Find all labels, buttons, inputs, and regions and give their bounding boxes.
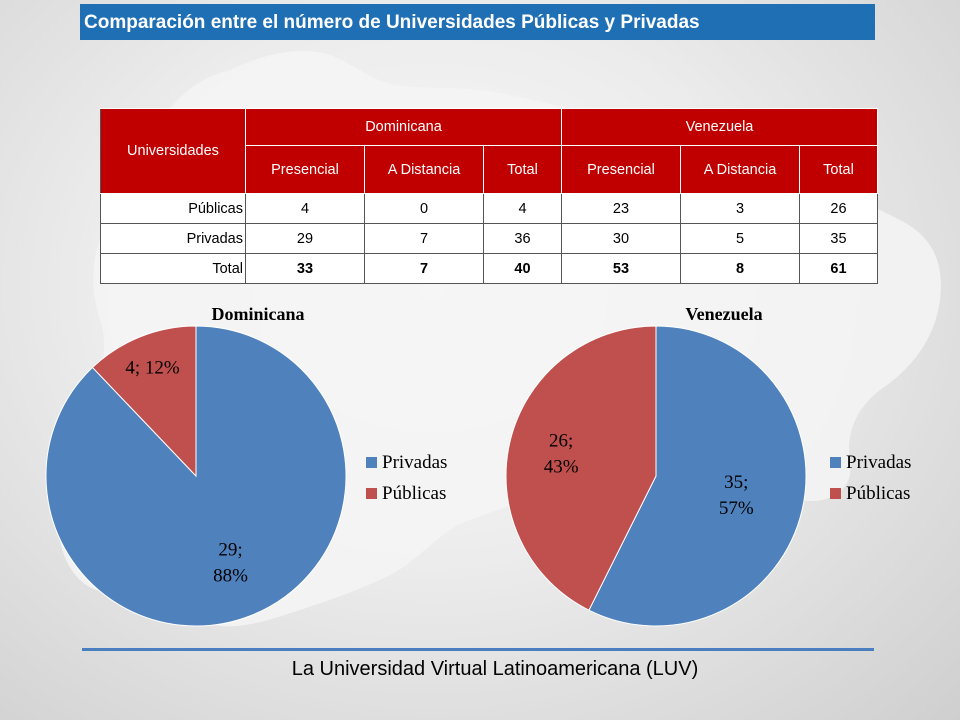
data-label: 26; 43%: [544, 431, 579, 478]
data-label: 29; 88%: [213, 539, 248, 586]
pie-slice-privadas: [588, 325, 807, 627]
footer-divider: [82, 648, 874, 651]
subheader-presencial-ve: Presencial: [561, 145, 681, 194]
legend-item-publicas: Públicas: [830, 478, 911, 509]
slide-title: Comparación entre el número de Universid…: [80, 4, 875, 40]
table-cell: 30: [561, 223, 681, 254]
legend-swatch-privadas: [830, 457, 841, 468]
legend-swatch-privadas: [366, 457, 377, 468]
legend-label: Privadas: [382, 451, 448, 473]
row-label: Total: [100, 253, 246, 284]
table-cell: 7: [364, 253, 484, 284]
header-venezuela: Venezuela: [561, 108, 878, 146]
pie-slice-privadas: [45, 325, 347, 627]
table-cell: 7: [364, 223, 484, 254]
universities-table: Universidades Dominicana Venezuela Prese…: [100, 108, 878, 284]
row-label: Privadas: [100, 223, 246, 254]
legend-item-privadas: Privadas: [830, 447, 911, 478]
legend-label: Privadas: [846, 451, 912, 473]
table-cell: 26: [799, 193, 878, 224]
table-corner-header: Universidades: [100, 108, 246, 194]
legend-item-privadas: Privadas: [366, 447, 447, 478]
table-cell: 35: [799, 223, 878, 254]
subheader-total-do: Total: [483, 145, 562, 194]
legend-venezuela: Privadas Públicas: [830, 447, 911, 509]
table-cell: 4: [483, 193, 562, 224]
row-label: Públicas: [100, 193, 246, 224]
table-row: Públicas 4 0 4 23 3 26: [100, 193, 878, 224]
table-row-total: Total 33 7 40 53 8 61: [100, 253, 878, 284]
table-row: Privadas 29 7 36 30 5 35: [100, 223, 878, 254]
table-cell: 8: [680, 253, 800, 284]
table-cell: 53: [561, 253, 681, 284]
legend-dominicana: Privadas Públicas: [366, 447, 447, 509]
table-cell: 33: [245, 253, 365, 284]
table-cell: 23: [561, 193, 681, 224]
table-cell: 40: [483, 253, 562, 284]
table-cell: 0: [364, 193, 484, 224]
table-cell: 29: [245, 223, 365, 254]
pie-chart-dominicana: 29; 88% 4; 12%: [45, 325, 347, 627]
pie-slice-publicas: [505, 325, 657, 611]
legend-label: Públicas: [846, 482, 911, 504]
legend-swatch-publicas: [830, 488, 841, 499]
legend-label: Públicas: [382, 482, 447, 504]
table-cell: 4: [245, 193, 365, 224]
table-cell: 61: [799, 253, 878, 284]
subheader-total-ve: Total: [799, 145, 878, 194]
pie-slice-publicas: [91, 325, 197, 478]
pie-chart-venezuela: 35; 57% 26; 43%: [505, 325, 807, 627]
table-cell: 5: [680, 223, 800, 254]
table-cell: 3: [680, 193, 800, 224]
chart-title-venezuela: Venezuela: [685, 304, 763, 324]
table-cell: 36: [483, 223, 562, 254]
chart-title-dominicana: Dominicana: [211, 304, 305, 324]
legend-swatch-publicas: [366, 488, 377, 499]
subheader-presencial-do: Presencial: [245, 145, 365, 194]
legend-item-publicas: Públicas: [366, 478, 447, 509]
header-dominicana: Dominicana: [245, 108, 562, 146]
subheader-distancia-ve: A Distancia: [680, 145, 800, 194]
subheader-distancia-do: A Distancia: [364, 145, 484, 194]
data-label: 35; 57%: [719, 472, 754, 519]
data-label: 4; 12%: [125, 357, 180, 378]
footer-text: La Universidad Virtual Latinoamericana (…: [291, 658, 699, 680]
